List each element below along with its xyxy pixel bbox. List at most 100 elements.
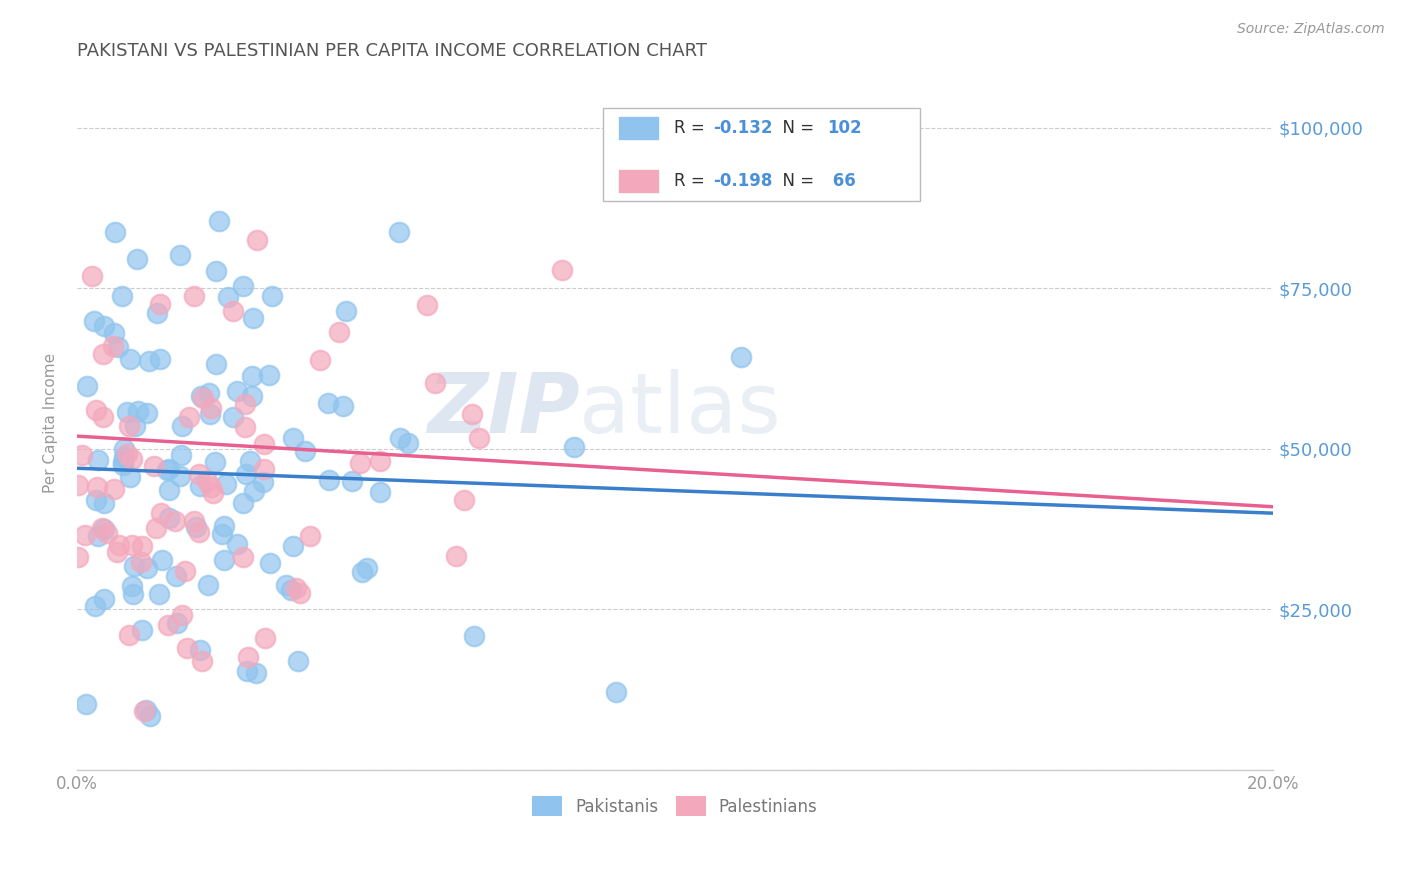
Point xyxy=(284,581,307,595)
Point xyxy=(165,569,187,583)
Point xyxy=(551,262,574,277)
Point xyxy=(252,475,274,489)
Point xyxy=(87,453,110,467)
Point xyxy=(283,539,305,553)
Point xyxy=(122,559,145,574)
Point xyxy=(127,252,149,266)
Point xyxy=(127,403,149,417)
Point xyxy=(335,303,357,318)
Point xyxy=(605,685,627,699)
Point xyxy=(169,469,191,483)
Point xyxy=(215,477,238,491)
Point xyxy=(121,538,143,552)
Point xyxy=(318,473,340,487)
Point xyxy=(73,527,96,541)
Point xyxy=(416,298,439,312)
Point xyxy=(232,549,254,564)
Text: -0.198: -0.198 xyxy=(713,172,773,190)
Point xyxy=(107,538,129,552)
Point xyxy=(131,539,153,553)
Point xyxy=(204,455,226,469)
Point xyxy=(121,452,143,467)
Point xyxy=(309,352,332,367)
Point xyxy=(222,304,245,318)
Point xyxy=(198,407,221,421)
Point xyxy=(356,561,378,575)
Bar xyxy=(617,116,659,140)
Point xyxy=(163,514,186,528)
Point xyxy=(93,347,115,361)
Point xyxy=(212,553,235,567)
Point xyxy=(135,703,157,717)
Point xyxy=(157,483,180,498)
Point xyxy=(118,628,141,642)
Point xyxy=(145,306,167,320)
Point xyxy=(290,586,312,600)
Legend: Pakistanis, Palestinians: Pakistanis, Palestinians xyxy=(524,789,825,824)
Point xyxy=(190,643,212,657)
Point xyxy=(67,478,90,492)
Point xyxy=(294,443,316,458)
Point xyxy=(262,289,284,303)
Point xyxy=(200,401,222,416)
Point xyxy=(276,578,298,592)
Point xyxy=(177,410,200,425)
Point xyxy=(93,495,115,509)
Point xyxy=(103,326,125,341)
Point xyxy=(188,467,211,481)
Point xyxy=(349,456,371,470)
Point xyxy=(204,357,226,371)
Point xyxy=(340,474,363,488)
Point xyxy=(190,388,212,402)
Point xyxy=(564,441,586,455)
Text: PAKISTANI VS PALESTINIAN PER CAPITA INCOME CORRELATION CHART: PAKISTANI VS PALESTINIAN PER CAPITA INCO… xyxy=(77,42,707,60)
Point xyxy=(236,665,259,679)
Point xyxy=(84,493,107,508)
Point xyxy=(131,623,153,637)
Point xyxy=(198,386,221,401)
Point xyxy=(112,450,135,464)
Point xyxy=(120,470,142,484)
Point xyxy=(169,248,191,262)
Text: 102: 102 xyxy=(827,120,862,137)
Point xyxy=(111,458,134,472)
Point xyxy=(76,379,98,393)
Point xyxy=(299,529,322,543)
Point xyxy=(453,492,475,507)
Point xyxy=(254,632,277,646)
Point xyxy=(388,431,411,445)
Point xyxy=(93,522,115,536)
Point xyxy=(217,290,239,304)
Bar xyxy=(617,169,659,193)
Point xyxy=(257,368,280,382)
Point xyxy=(214,518,236,533)
Point xyxy=(225,536,247,550)
Point xyxy=(444,549,467,563)
Point xyxy=(233,419,256,434)
Point xyxy=(233,396,256,410)
Point xyxy=(253,437,276,451)
Point xyxy=(388,225,411,239)
Text: N =: N = xyxy=(772,120,820,137)
Point xyxy=(118,352,141,367)
FancyBboxPatch shape xyxy=(603,108,921,202)
Point xyxy=(84,402,107,417)
Point xyxy=(75,698,97,712)
Point xyxy=(136,561,159,575)
Point xyxy=(117,405,139,419)
Point xyxy=(149,296,172,310)
Point xyxy=(352,566,374,580)
Point xyxy=(86,480,108,494)
Point xyxy=(208,213,231,227)
Point xyxy=(83,314,105,328)
Point xyxy=(242,311,264,326)
Point xyxy=(332,399,354,413)
Point xyxy=(96,526,118,541)
Point xyxy=(468,431,491,445)
Point xyxy=(70,448,93,462)
Point xyxy=(205,263,228,277)
Point xyxy=(121,587,143,601)
Point xyxy=(186,520,208,534)
Point xyxy=(93,410,115,425)
Point xyxy=(124,419,146,434)
